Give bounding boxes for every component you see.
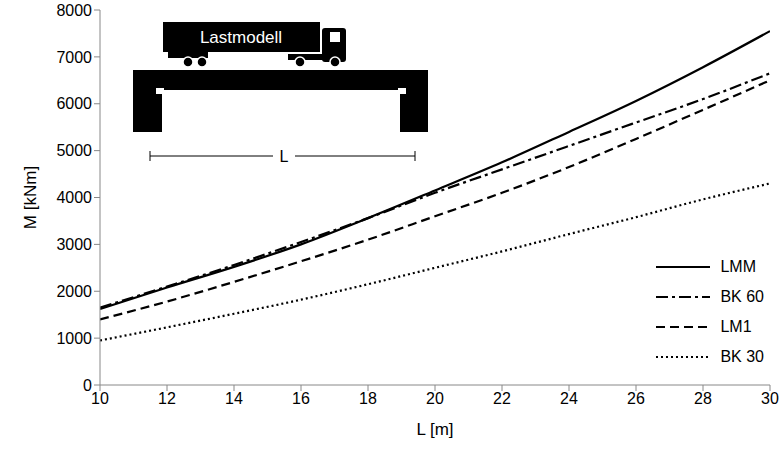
svg-text:8000: 8000 (56, 2, 92, 19)
svg-text:28: 28 (694, 390, 712, 407)
html-text:LMM: LMM (720, 258, 756, 275)
html-text:BK 60: BK 60 (720, 288, 764, 305)
svg-text:24: 24 (560, 390, 578, 407)
svg-text:14: 14 (225, 390, 243, 407)
svg-text:5000: 5000 (56, 142, 92, 159)
svg-text:26: 26 (627, 390, 645, 407)
svg-text:12: 12 (158, 390, 176, 407)
svg-text:6000: 6000 (56, 95, 92, 112)
svg-text:Lastmodell: Lastmodell (200, 28, 282, 47)
svg-text:0: 0 (83, 377, 92, 394)
svg-text:L: L (280, 148, 289, 165)
svg-text:16: 16 (292, 390, 310, 407)
svg-text:22: 22 (493, 390, 511, 407)
svg-text:18: 18 (359, 390, 377, 407)
svg-text:L [m]: L [m] (416, 420, 453, 439)
html-text:BK 30: BK 30 (720, 348, 764, 365)
svg-text:10: 10 (91, 390, 109, 407)
svg-text:20: 20 (426, 390, 444, 407)
svg-text:7000: 7000 (56, 49, 92, 66)
svg-text:M [kNm]: M [kNm] (21, 166, 40, 229)
svg-text:4000: 4000 (56, 189, 92, 206)
html-text:LM1: LM1 (720, 318, 752, 335)
svg-text:2000: 2000 (56, 283, 92, 300)
svg-text:1000: 1000 (56, 330, 92, 347)
svg-text:30: 30 (761, 390, 779, 407)
svg-text:3000: 3000 (56, 236, 92, 253)
